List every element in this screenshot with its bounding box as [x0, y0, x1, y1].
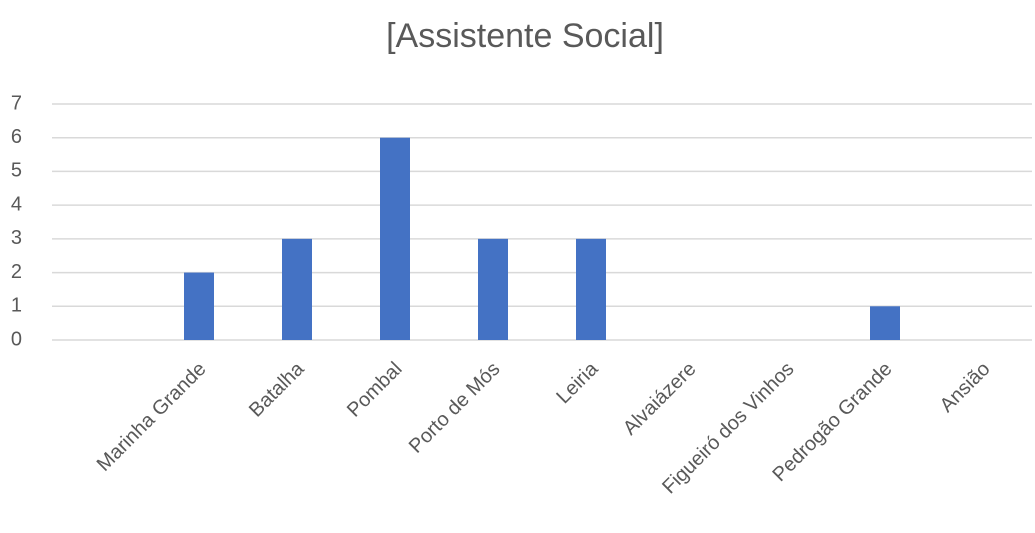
- y-tick-label: 2: [11, 261, 22, 283]
- y-tick-label: 1: [11, 295, 22, 317]
- y-tick-label: 4: [11, 193, 22, 215]
- x-tick-label: Pombal: [343, 358, 407, 422]
- y-tick-label: 7: [11, 92, 22, 114]
- y-tick-label: 5: [11, 160, 22, 182]
- bar: [380, 137, 410, 340]
- bar: [576, 238, 606, 340]
- x-tick-label: Marinha Grande: [93, 358, 211, 476]
- x-tick-label: Leiria: [552, 357, 603, 408]
- bar: [184, 272, 214, 340]
- x-tick-label: Batalha: [245, 357, 309, 421]
- y-tick-label: 6: [11, 126, 22, 148]
- bar: [870, 306, 900, 340]
- x-tick-label: Porto de Mós: [405, 358, 505, 458]
- x-tick-label: Alvaiázere: [619, 358, 701, 440]
- bar: [478, 238, 508, 340]
- y-tick-label: 0: [11, 328, 22, 350]
- bar: [282, 238, 312, 340]
- x-tick-label: Ansião: [936, 358, 995, 417]
- y-tick-label: 3: [11, 227, 22, 249]
- chart-title: [Assistente Social]: [386, 17, 664, 55]
